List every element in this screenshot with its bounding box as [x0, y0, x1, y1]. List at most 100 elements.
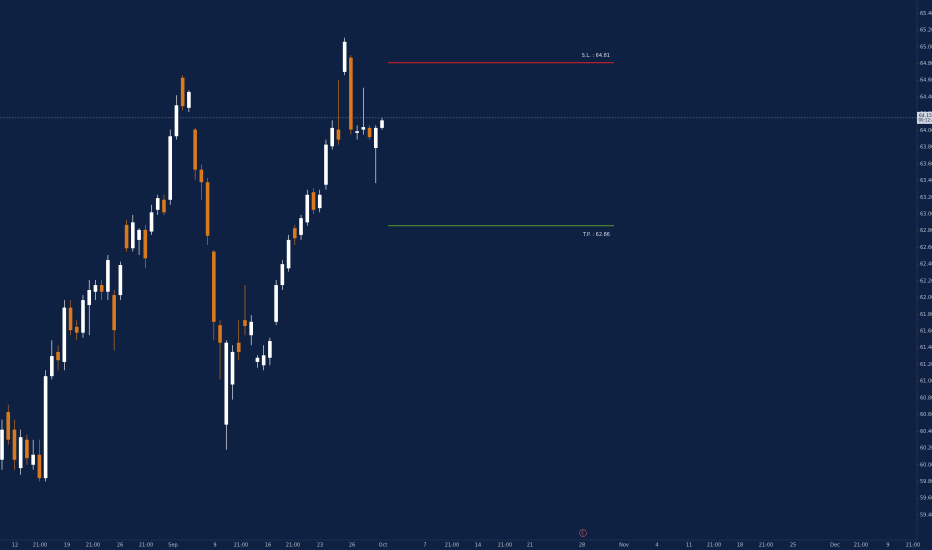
candle-body	[25, 439, 29, 459]
last-price-label: 64.15	[919, 113, 932, 119]
candle-body	[68, 307, 73, 331]
x-tick-label: 21:00	[759, 543, 773, 549]
y-tick-label: 62.60	[920, 245, 932, 251]
y-tick-label: 62.40	[920, 262, 932, 268]
candle-body	[305, 194, 310, 223]
x-tick-label: 21:00	[286, 543, 300, 549]
candle-body	[74, 326, 79, 333]
x-tick-label: 21:00	[906, 543, 920, 549]
candle-body	[255, 357, 260, 362]
candle-body	[311, 192, 316, 210]
y-tick-label: 60.40	[920, 429, 932, 435]
candle-body	[317, 194, 322, 209]
level-label: T.P. : 62.86	[582, 232, 610, 238]
candle-body	[299, 218, 303, 235]
candle-body	[193, 129, 197, 170]
candle-body	[149, 212, 154, 232]
y-tick-label: 61.80	[920, 312, 932, 318]
candle-body	[43, 376, 48, 479]
x-tick-label: 21:00	[234, 543, 248, 549]
x-tick-label: 18	[737, 543, 743, 549]
candle-body	[218, 325, 222, 343]
candle-body	[112, 295, 116, 331]
candle-body	[155, 198, 160, 210]
x-tick-label: 21:00	[86, 543, 100, 549]
candle-body	[380, 120, 384, 128]
y-tick-label: 64.80	[920, 61, 932, 67]
candle-body	[342, 41, 347, 72]
earnings-glyph[interactable]	[581, 530, 584, 536]
candle-body	[124, 224, 129, 249]
level-label: S.L. : 64.81	[582, 53, 610, 59]
candle-body	[31, 454, 35, 465]
earnings-icon[interactable]	[579, 529, 587, 537]
candle-body	[99, 285, 104, 292]
y-tick-label: 59.80	[920, 479, 932, 485]
candle-body	[93, 285, 98, 292]
x-tick-label: 21:00	[445, 543, 459, 549]
y-tick-label: 63.80	[920, 145, 932, 151]
candle-body	[50, 356, 54, 377]
x-tick-label: 21:00	[854, 543, 868, 549]
y-tick-label: 64.40	[920, 94, 932, 100]
candle-body	[249, 321, 253, 336]
candle-body	[174, 105, 179, 137]
candle-body	[236, 342, 241, 352]
y-tick-label: 60.00	[920, 462, 932, 468]
x-tick-label: 21:00	[498, 543, 512, 549]
candle-body	[143, 229, 148, 259]
earnings-circle[interactable]	[579, 529, 587, 537]
y-tick-label: 64.00	[920, 128, 932, 134]
x-tick-label: 28	[579, 543, 585, 549]
candle-body	[230, 351, 235, 385]
x-tick-label: 4	[655, 543, 658, 549]
candle-body	[374, 127, 378, 148]
y-tick-label: 61.00	[920, 379, 932, 385]
x-tick-label: 26	[349, 543, 355, 549]
candle-body	[62, 307, 67, 362]
candle-body	[37, 454, 42, 479]
y-tick-label: 62.80	[920, 228, 932, 234]
y-tick-label: 63.60	[920, 161, 932, 167]
x-tick-label: 9	[886, 543, 889, 549]
y-tick-label: 63.00	[920, 211, 932, 217]
candle-body	[0, 429, 4, 460]
candle-body	[224, 342, 229, 425]
candle-body	[18, 437, 23, 469]
x-tick-label: Nov	[619, 543, 629, 549]
x-tick-label: 26	[117, 543, 123, 549]
candle-body	[118, 264, 123, 296]
candle-body	[6, 412, 11, 440]
candle-body	[274, 285, 278, 322]
x-tick-label: 12	[12, 543, 18, 549]
candles	[0, 37, 384, 482]
y-tick-label: 63.40	[920, 178, 932, 184]
candle-body	[324, 144, 328, 185]
y-tick-label: 60.20	[920, 446, 932, 452]
countdown-label: 00:12:44	[919, 117, 932, 122]
candle-body	[12, 429, 17, 460]
candle-body	[268, 341, 272, 358]
y-tick-label: 61.20	[920, 362, 932, 368]
y-tick-label: 61.40	[920, 345, 932, 351]
x-tick-label: 21:00	[139, 543, 153, 549]
candle-body	[355, 131, 359, 133]
y-tick-label: 59.60	[920, 496, 932, 502]
y-tick-label: 65.00	[920, 44, 932, 50]
y-tick-label: 65.20	[920, 28, 932, 34]
candle-body	[261, 355, 266, 366]
y-tick-label: 64.60	[920, 78, 932, 84]
x-tick-label: 21	[527, 543, 533, 549]
x-tick-label: Sep	[168, 543, 177, 549]
x-tick-label: 19	[64, 543, 70, 549]
x-tick-label: 23	[317, 543, 323, 549]
x-tick-label: Dec	[830, 543, 840, 549]
last-price-box	[917, 111, 932, 124]
candle-body	[106, 259, 110, 292]
candle-body	[168, 136, 173, 200]
candle-body	[87, 290, 92, 306]
candle-body	[361, 127, 366, 130]
candle-body	[349, 57, 353, 130]
